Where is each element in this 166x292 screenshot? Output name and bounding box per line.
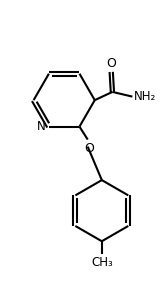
Text: N: N	[37, 120, 46, 133]
Text: NH₂: NH₂	[134, 90, 156, 103]
Text: O: O	[84, 142, 94, 155]
Text: CH₃: CH₃	[91, 256, 113, 269]
Text: O: O	[106, 57, 116, 70]
